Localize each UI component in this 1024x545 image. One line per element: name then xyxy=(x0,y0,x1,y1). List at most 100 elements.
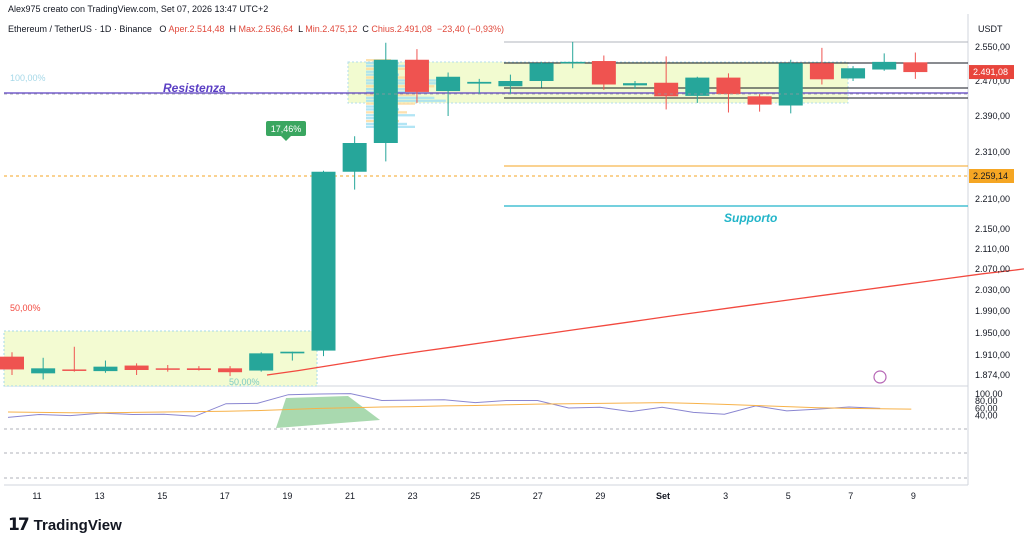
fib-50-low-label: 50,00% xyxy=(229,377,260,387)
volume-profile-bar xyxy=(366,99,446,102)
time-tick: 21 xyxy=(345,491,355,501)
candle-body xyxy=(218,368,243,373)
candle-body xyxy=(529,63,554,81)
current-price-tag xyxy=(969,65,1014,80)
candle-body xyxy=(623,83,647,86)
price-tick: 2.550,00 xyxy=(975,42,1010,52)
volume-profile-bar xyxy=(366,79,440,82)
price-tick: 1.874,00 xyxy=(975,370,1010,380)
candle-body xyxy=(249,353,274,371)
time-tick: 17 xyxy=(220,491,230,501)
tradingview-logo[interactable]: 17 TradingView xyxy=(8,515,122,535)
oscillator-line xyxy=(7,393,881,418)
fib-50-label: 50,00% xyxy=(10,303,41,313)
oscillator-tick: 80,00 xyxy=(975,396,998,406)
symbol-legend: Ethereum / TetherUS · 1D · Binance O Ape… xyxy=(8,24,504,34)
price-tick: 2.390,00 xyxy=(975,111,1010,121)
price-tick: 2.150,00 xyxy=(975,224,1010,234)
candle-body xyxy=(685,77,710,96)
time-tick: 23 xyxy=(408,491,418,501)
time-tick: 25 xyxy=(470,491,480,501)
overbought-fill xyxy=(276,396,380,428)
time-tick: 29 xyxy=(595,491,605,501)
symbol-name[interactable]: Ethereum / TetherUS · 1D · Binance xyxy=(8,24,152,34)
candle-body xyxy=(467,81,492,84)
resistance-label: Resistenza xyxy=(163,81,226,95)
currency-label: USDT xyxy=(978,24,1003,34)
candle-body xyxy=(841,68,866,79)
candle-body xyxy=(186,368,211,370)
close-value: Chius.2.491,08 xyxy=(371,24,432,34)
low-value: Min.2.475,12 xyxy=(305,24,358,34)
fib-100-label: 100,00% xyxy=(10,73,46,83)
tradingview-logo-text: TradingView xyxy=(33,516,122,534)
candle-body xyxy=(498,81,523,87)
oscillator-tick: 100,00 xyxy=(975,389,1003,399)
oscillator-signal-line xyxy=(7,402,912,414)
price-tick: 1.990,00 xyxy=(975,306,1010,316)
candle-body xyxy=(809,63,834,80)
price-tick: 2.470,00 xyxy=(975,76,1010,86)
price-tick: 2.070,00 xyxy=(975,264,1010,274)
time-tick: 19 xyxy=(282,491,292,501)
candle-body xyxy=(342,143,367,172)
candle-body xyxy=(124,365,149,370)
candle-body xyxy=(404,59,429,92)
open-value: Aper.2.514,48 xyxy=(168,24,225,34)
candle-body xyxy=(560,61,585,64)
high-label: H xyxy=(229,24,237,34)
price-tick: 1.950,00 xyxy=(975,328,1010,338)
low-label: L xyxy=(298,24,303,34)
level-price-tag xyxy=(969,169,1014,183)
time-tick: 13 xyxy=(95,491,105,501)
price-tick: 2.030,00 xyxy=(975,285,1010,295)
oscillator-tick: 60,00 xyxy=(975,403,998,413)
price-tick: 2.310,00 xyxy=(975,147,1010,157)
close-label: C xyxy=(362,24,369,34)
candle-body xyxy=(591,61,616,85)
current-price-text: 2.491,08 xyxy=(973,67,1008,77)
candle-body xyxy=(62,369,87,371)
candle-body xyxy=(747,96,772,105)
open-label: O xyxy=(159,24,167,34)
time-tick: 5 xyxy=(786,491,791,501)
gain-badge-pointer xyxy=(281,136,291,141)
candle-body xyxy=(373,59,398,143)
candle-body xyxy=(436,76,461,92)
candle-body xyxy=(311,171,336,351)
level-price-text: 2.259,14 xyxy=(973,171,1008,181)
price-tick: 2.210,00 xyxy=(975,194,1010,204)
high-value: Max.2.536,64 xyxy=(238,24,294,34)
time-tick: 3 xyxy=(723,491,728,501)
volume-profile-bar xyxy=(366,85,435,88)
candle-body xyxy=(280,351,305,354)
price-tick: 1.910,00 xyxy=(975,350,1010,360)
time-tick: 11 xyxy=(32,491,41,501)
candle-body xyxy=(31,368,56,374)
support-label: Supporto xyxy=(724,211,777,225)
candle-body xyxy=(0,356,24,370)
time-tick: Set xyxy=(656,491,670,501)
time-tick: 9 xyxy=(911,491,916,501)
time-tick: 27 xyxy=(533,491,543,501)
change-value: −23,40 (−0,93%) xyxy=(436,24,504,34)
candle-body xyxy=(716,77,741,95)
bolt-icon xyxy=(873,370,887,384)
candle-body xyxy=(155,368,180,370)
price-tick: 2.110,00 xyxy=(975,244,1009,254)
author-line: Alex975 creato con TradingView.com, Set … xyxy=(8,4,269,14)
oscillator-tick: 40,00 xyxy=(975,411,998,421)
candle-body xyxy=(903,62,928,73)
tradingview-logo-icon: 17 xyxy=(8,515,30,535)
candle-body xyxy=(654,82,679,97)
candle-body xyxy=(93,366,118,372)
gain-badge xyxy=(266,121,306,136)
time-tick: 7 xyxy=(848,491,853,501)
volume-profile-bar xyxy=(366,96,435,99)
candle-body xyxy=(872,61,897,70)
gain-label: 17,46% xyxy=(271,124,302,134)
time-tick: 15 xyxy=(157,491,167,501)
moving-average-line xyxy=(266,268,1024,376)
candle-body xyxy=(778,63,803,106)
